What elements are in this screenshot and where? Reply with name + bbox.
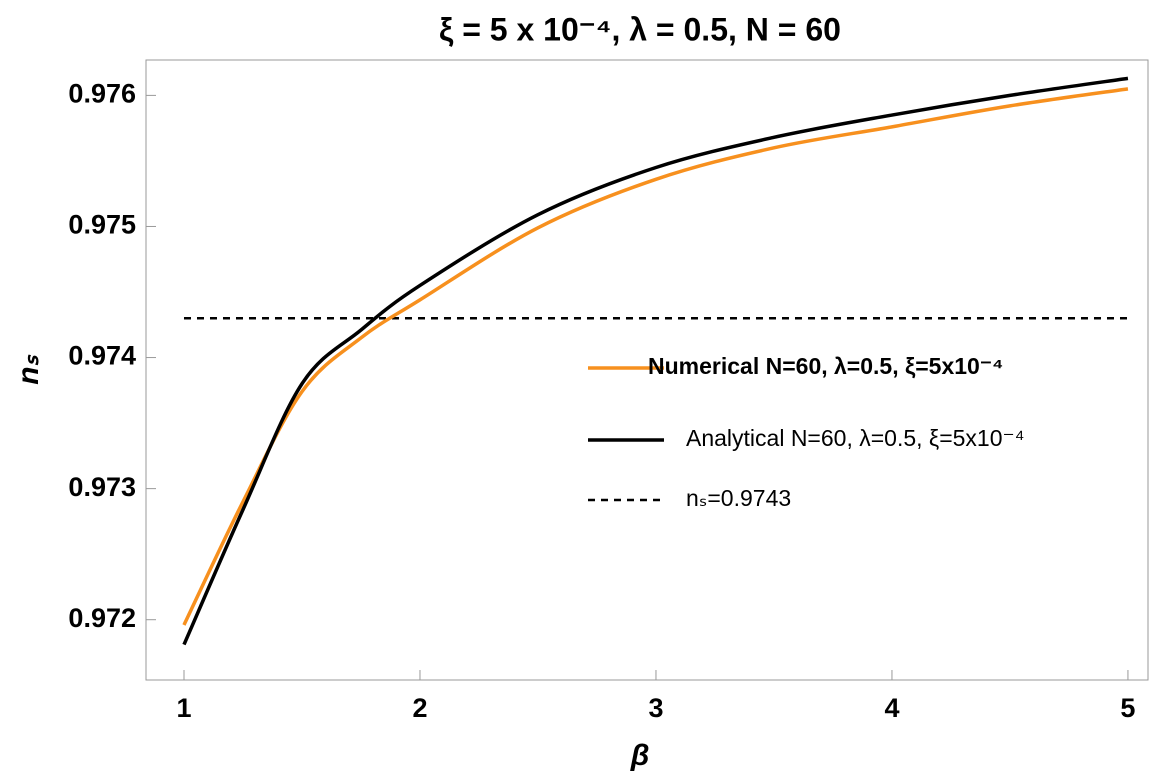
y-tick-label: 0.972 [68, 603, 136, 633]
y-axis-label: nₛ [12, 354, 45, 384]
y-tick-label: 0.975 [68, 210, 136, 240]
x-axis-label: β [630, 739, 650, 772]
y-tick-label: 0.976 [68, 79, 136, 109]
x-tick-label: 5 [1120, 693, 1135, 723]
legend-label: nₛ=0.9743 [686, 485, 791, 511]
y-tick-label: 0.973 [68, 472, 136, 502]
x-tick-label: 4 [884, 693, 899, 723]
legend-label: Analytical N=60, λ=0.5, ξ=5x10⁻⁴ [686, 425, 1025, 451]
series-line [182, 76, 1129, 646]
x-tick-label: 2 [412, 693, 427, 723]
x-tick-label: 3 [648, 693, 663, 723]
plot-frame [145, 59, 1149, 681]
x-tick-label: 1 [176, 693, 191, 723]
chart-title: ξ = 5 x 10⁻⁴, λ = 0.5, N = 60 [439, 11, 841, 47]
y-tick-label: 0.974 [68, 341, 136, 371]
legend-label: Numerical N=60, λ=0.5, ξ=5x10⁻⁴ [648, 353, 1003, 379]
